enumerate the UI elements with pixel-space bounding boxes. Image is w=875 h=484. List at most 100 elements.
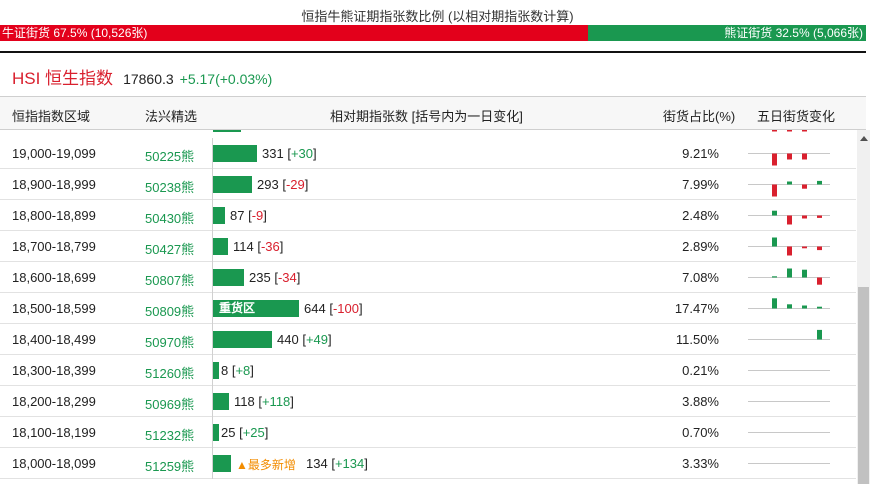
five-day-sparkline xyxy=(748,237,830,256)
five-day-sparkline xyxy=(748,463,830,464)
range-cell: 18,400-18,499 xyxy=(12,332,96,347)
contracts-bar xyxy=(213,362,219,379)
share-pct: 0.70% xyxy=(682,425,719,440)
warrant-code-link[interactable]: 50807熊 xyxy=(145,273,195,288)
sparkline-bar xyxy=(772,276,777,278)
warrant-code-link[interactable]: 50427熊 xyxy=(145,242,195,257)
ratio-title: 恒指牛熊证期指张数比例 (以相对期指张数计算) xyxy=(301,9,574,24)
contracts-count: 331 [+30] xyxy=(262,146,317,161)
table-row[interactable]: 18,100-18,199 51232熊 25 [+25] 0.70% xyxy=(0,417,856,448)
five-day-sparkline xyxy=(748,401,830,402)
contracts-count: 644 [-100] xyxy=(304,301,363,316)
contracts-count: 134 [+134] xyxy=(306,456,368,471)
table-row[interactable]: 18,500-18,599 50809熊 重货区 644 [-100] 17.47% xyxy=(0,293,856,324)
table-row[interactable]: 18,800-18,899 50430熊 87 [-9] 2.48% xyxy=(0,200,856,231)
sparkline-bar xyxy=(802,246,807,249)
sparkline-bar xyxy=(772,130,777,132)
header-pct: 街货占比(%) xyxy=(663,109,736,124)
share-pct: 7.08% xyxy=(682,270,719,285)
most-new-badge: ▲最多新增 xyxy=(236,458,296,472)
warrant-code-link[interactable]: 50970熊 xyxy=(145,335,195,350)
table-row[interactable]: 18,000-18,099 51259熊 ▲最多新增 134 [+134] 3.33% xyxy=(0,448,856,479)
header-code: 法兴精选 xyxy=(145,109,198,124)
column-divider xyxy=(212,386,213,417)
contracts-bar xyxy=(213,424,219,441)
scrollbar-thumb[interactable] xyxy=(858,287,869,484)
sparkline-bar xyxy=(787,304,792,309)
column-divider xyxy=(212,355,213,386)
warrant-code-link[interactable]: 51260熊 xyxy=(145,366,195,381)
five-day-sparkline xyxy=(748,180,830,197)
sparkline-bar xyxy=(817,246,822,251)
warrant-code-link[interactable]: 51259熊 xyxy=(145,459,195,474)
range-cell: 18,300-18,399 xyxy=(12,363,96,378)
column-divider xyxy=(212,231,213,262)
scroll-up-arrow-icon[interactable] xyxy=(860,136,868,141)
contracts-count: 293 [-29] xyxy=(257,177,309,192)
partial-row-bar xyxy=(213,130,241,132)
index-name[interactable]: HSI 恒生指数 xyxy=(12,69,114,88)
range-cell: 18,000-18,099 xyxy=(12,456,96,471)
contracts-bar xyxy=(213,207,225,224)
sparkline-bar xyxy=(772,298,777,309)
share-pct: 3.88% xyxy=(682,394,719,409)
column-divider xyxy=(212,138,213,169)
contracts-count: 440 [+49] xyxy=(277,332,332,347)
five-day-sparkline xyxy=(748,153,830,166)
range-cell: 18,600-18,699 xyxy=(12,270,96,285)
table-row[interactable]: 18,400-18,499 50970熊 440 [+49] 11.50% xyxy=(0,324,856,355)
table-row[interactable]: 18,600-18,699 50807熊 235 [-34] 7.08% xyxy=(0,262,856,293)
contracts-count: 8 [+8] xyxy=(221,363,254,378)
sparkline-bar xyxy=(787,215,792,225)
five-day-sparkline xyxy=(748,268,830,285)
five-day-sparkline xyxy=(748,298,830,309)
column-divider xyxy=(212,169,213,200)
range-cell: 18,800-18,899 xyxy=(12,208,96,223)
sparkline-bar xyxy=(787,130,792,132)
table-row[interactable]: 19,000-19,099 50225熊 331 [+30] 9.21% xyxy=(0,138,856,169)
range-cell: 18,100-18,199 xyxy=(12,425,96,440)
table-body[interactable]: 19,000-19,099 50225熊 331 [+30] 9.21% 18,900-… xyxy=(0,130,856,484)
warrant-code-link[interactable]: 50430熊 xyxy=(145,211,195,226)
header-five-day: 五日街货变化 xyxy=(757,109,836,124)
five-day-sparkline xyxy=(748,210,830,225)
table-row[interactable]: 18,700-18,799 50427熊 114 [-36] 2.89% xyxy=(0,231,856,262)
bull-bear-ratio-bar: 牛证街货 67.5% (10,526张) 熊证街货 32.5% (5,066张) xyxy=(0,25,866,41)
partial-row-sparkline xyxy=(772,130,807,132)
sparkline-bar xyxy=(802,215,807,219)
warrant-code-link[interactable]: 50809熊 xyxy=(145,304,195,319)
index-change: +5.17(+0.03%) xyxy=(179,71,273,87)
sparkline-bar xyxy=(787,268,792,278)
sparkline-bar xyxy=(817,329,822,340)
warrant-code-link[interactable]: 50225熊 xyxy=(145,149,195,164)
range-cell: 18,500-18,599 xyxy=(12,301,96,316)
index-price: 17860.3 xyxy=(123,71,174,87)
warrant-code-link[interactable]: 51232熊 xyxy=(145,428,195,443)
share-pct: 0.21% xyxy=(682,363,719,378)
sparkline-bar xyxy=(802,130,807,132)
sparkline-bar xyxy=(787,181,792,185)
bear-ratio-segment: 熊证街货 32.5% (5,066张) xyxy=(588,25,866,41)
sparkline-bar xyxy=(772,237,777,247)
table-row[interactable]: 18,900-18,999 50238熊 293 [-29] 7.99% xyxy=(0,169,856,200)
sparkline-bar xyxy=(817,180,822,185)
column-divider xyxy=(212,448,213,479)
sparkline-bar xyxy=(772,153,777,166)
contracts-count: 87 [-9] xyxy=(230,208,267,223)
table-row[interactable]: 18,300-18,399 51260熊 8 [+8] 0.21% xyxy=(0,355,856,386)
sparkline-bar xyxy=(817,215,822,218)
table-row[interactable]: 18,200-18,299 50969熊 118 [+118] 3.88% xyxy=(0,386,856,417)
contracts-bar xyxy=(213,393,229,410)
header-range: 恒指指数区域 xyxy=(12,109,91,124)
column-divider xyxy=(212,293,213,324)
contracts-bar xyxy=(213,455,231,472)
five-day-sparkline xyxy=(748,432,830,433)
table-scrollbar[interactable] xyxy=(857,130,870,484)
range-cell: 18,700-18,799 xyxy=(12,239,96,254)
warrant-code-link[interactable]: 50238熊 xyxy=(145,180,195,195)
contracts-bar xyxy=(213,269,244,286)
column-divider xyxy=(212,262,213,293)
contracts-bar xyxy=(213,176,252,193)
sparkline-bar xyxy=(802,184,807,189)
warrant-code-link[interactable]: 50969熊 xyxy=(145,397,195,412)
